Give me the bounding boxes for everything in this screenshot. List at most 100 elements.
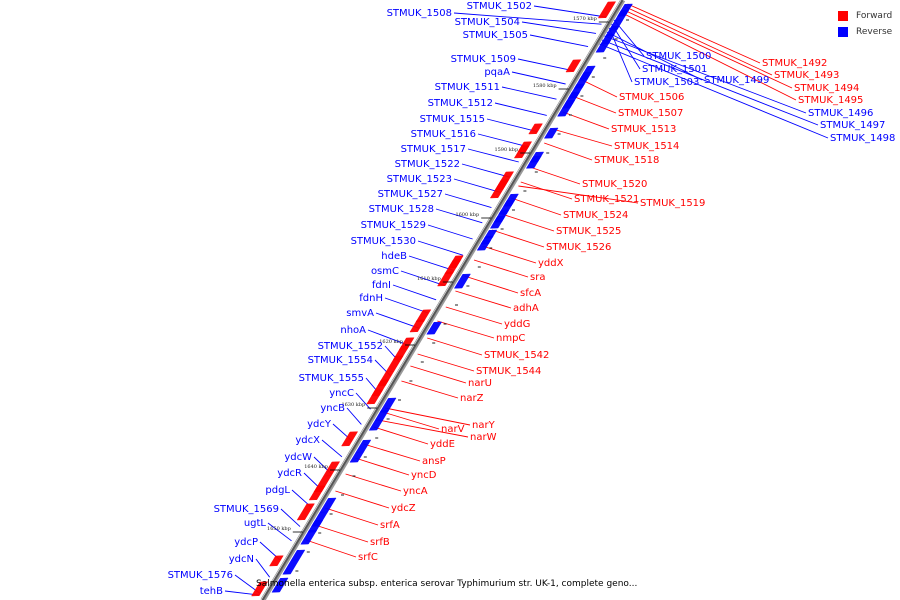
forward-gene-block [489, 185, 506, 199]
gene-label: adhA [513, 303, 539, 314]
gene-label: STMUK_1507 [618, 108, 683, 119]
forward-gene-block [437, 271, 455, 287]
leader-line [604, 35, 807, 114]
leader-line [382, 411, 440, 430]
gene-label: STMUK_1492 [762, 58, 827, 69]
gene-label: STMUK_1518 [594, 155, 659, 166]
forward-gene-block [251, 581, 269, 597]
legend-reverse: Reverse [838, 24, 892, 40]
leader-line [461, 163, 510, 178]
leader-line [385, 407, 471, 426]
kbp-tick-label: 1640 kbp [304, 464, 328, 470]
gene-label: STMUK_1511 [435, 82, 500, 93]
gene-label: STMUK_1569 [214, 504, 279, 515]
gene-label: STMUK_1493 [774, 70, 839, 81]
leader-line [627, 3, 761, 64]
gene-label: smvA [346, 308, 374, 319]
gene-label: STMUK_1530 [351, 236, 416, 247]
gene-label: STMUK_1524 [563, 210, 628, 221]
gene-label: STMUK_1527 [378, 189, 443, 200]
gene-label: srfA [380, 520, 400, 531]
gene-label: STMUK_1505 [463, 30, 528, 41]
leader-line [453, 178, 501, 193]
gene-label: srfB [370, 537, 390, 548]
leader-line [373, 426, 429, 445]
gene-label: STMUK_1544 [476, 366, 541, 377]
gene-label: STMUK_1513 [611, 124, 676, 135]
gene-label: STMUK_1515 [420, 114, 485, 125]
leader-line [321, 439, 343, 458]
reverse-gene-block [282, 559, 300, 575]
leader-line [417, 240, 464, 256]
leader-line [518, 185, 639, 204]
leader-line [401, 380, 459, 399]
leader-line [477, 133, 529, 148]
leader-line [464, 275, 519, 294]
leader-line [533, 5, 606, 18]
leader-line [305, 539, 357, 558]
leader-line [529, 166, 581, 185]
leader-line [521, 21, 597, 34]
leader-line [544, 142, 593, 161]
kbp-tick-label: 1580 kbp [533, 83, 557, 89]
gene-label: nhoA [340, 325, 366, 336]
backbone-line [260, 0, 624, 600]
reverse-gene-block [368, 419, 384, 431]
gene-label: STMUK_1503 [634, 77, 699, 88]
gene-label: ydcP [234, 537, 258, 548]
minor-ticks [295, 19, 629, 572]
reverse-gene-block [271, 577, 289, 593]
reverse-gene-block [453, 273, 471, 289]
gene-label: STMUK_1528 [369, 204, 434, 215]
reverse-gene-block [489, 215, 506, 229]
kbp-tick-label: 1570 kbp [573, 16, 597, 22]
genome-caption: Salmonella enterica subsp. enterica sero… [256, 579, 638, 589]
gene-label: nmpC [496, 333, 525, 344]
gene-label: STMUK_1522 [395, 159, 460, 170]
legend: Forward Reverse [838, 8, 892, 40]
leader-line [392, 284, 437, 301]
gene-label: STMUK_1521 [574, 194, 639, 205]
gene-label: ydcZ [391, 503, 416, 514]
gene-label: STMUK_1526 [546, 242, 611, 253]
gene-label: STMUK_1498 [830, 133, 895, 144]
gene-label: yncA [403, 486, 428, 497]
gene-label: ugtL [244, 518, 267, 529]
leader-line [453, 12, 602, 25]
leader-line [552, 128, 613, 147]
leader-line [529, 34, 589, 48]
reverse-label: Reverse [856, 27, 893, 37]
gene-label: ydcY [307, 419, 332, 430]
leader-line [601, 39, 819, 126]
gene-label: STMUK_1516 [411, 129, 476, 140]
leader-lines [224, 3, 829, 596]
gene-label: STMUK_1555 [299, 373, 364, 384]
gene-label: narZ [460, 393, 484, 404]
gene-label: sfcA [520, 288, 541, 299]
leader-line [467, 148, 519, 163]
forward-label: Forward [856, 11, 893, 21]
reverse-gene-block [557, 99, 576, 117]
gene-label: narV [441, 424, 465, 435]
forward-gene-block [565, 59, 582, 73]
gene-label: STMUK_1504 [455, 17, 520, 28]
gene-features [251, 1, 633, 597]
gene-label: STMUK_1500 [646, 51, 711, 62]
leader-line [482, 245, 537, 264]
leader-line [473, 259, 529, 278]
backbone-highlight [260, 0, 622, 600]
leader-line [623, 9, 793, 89]
genome-backbone [260, 0, 626, 600]
gene-label: yncB [320, 403, 345, 414]
leader-line [314, 524, 369, 543]
gene-label: osmC [371, 266, 399, 277]
leader-line [511, 71, 566, 85]
leader-line [280, 508, 301, 527]
leader-line [375, 312, 420, 329]
gene-label: yddE [430, 439, 455, 450]
gene-label: ydcX [295, 435, 320, 446]
gene-label: STMUK_1520 [582, 179, 647, 190]
leader-line [355, 457, 410, 476]
